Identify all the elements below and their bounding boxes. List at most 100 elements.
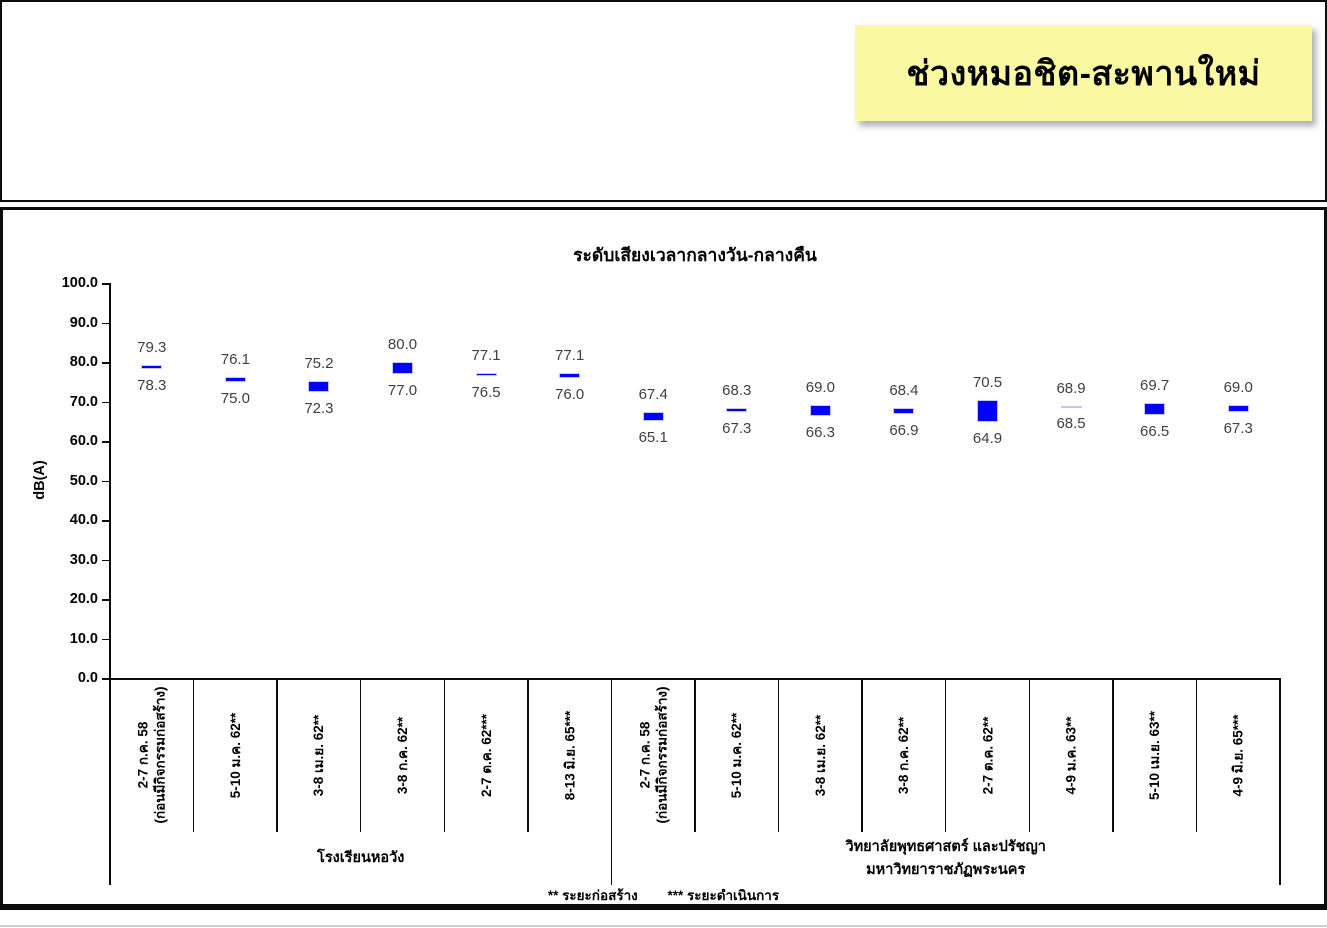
range-bar (1144, 402, 1166, 416)
category-divider-line (694, 678, 696, 832)
section-banner: ช่วงหมอชิต-สะพานใหม่ (855, 25, 1312, 121)
range-bar (893, 407, 915, 414)
range-bar (977, 399, 998, 422)
range-bar (392, 362, 413, 374)
category-label: 8-13 มิ.ย. 65*** (562, 710, 578, 800)
y-tick-label: 70.0 (69, 393, 98, 410)
range-bar (1227, 405, 1249, 413)
category-label-cell: 2-7 ต.ค. 62*** (444, 680, 528, 830)
range-bar (559, 373, 581, 378)
min-value-label: 76.5 (471, 383, 501, 401)
min-value-label: 64.9 (972, 429, 1003, 447)
y-tick-mark (102, 638, 110, 640)
category-label: 3-8 ก.ค. 62** (394, 716, 410, 794)
max-value-label: 69.7 (1140, 376, 1170, 394)
category-label: 4-9 ม.ค. 63** (1063, 716, 1079, 794)
section-banner-text: ช่วงหมอชิต-สะพานใหม่ (906, 55, 1261, 93)
y-tick-mark (102, 283, 110, 285)
y-tick-label: 20.0 (69, 591, 98, 607)
y-tick-mark (102, 362, 110, 364)
min-value-label: 65.1 (638, 428, 668, 446)
y-tick-label: 30.0 (69, 551, 98, 568)
chart-title: ระดับเสียงเวลากลางวัน-กลางคืน (573, 245, 817, 265)
range-bar (141, 364, 163, 369)
max-value-label: 68.4 (889, 381, 919, 399)
category-label: 2-7 ก.ค. 58 (ก่อนมีกิจกรรมก่อสร้าง) (637, 686, 670, 824)
group-label-line: โรงเรียนหอวัง (317, 850, 405, 866)
y-tick-mark (102, 599, 110, 601)
group-label-line: วิทยาลัยพุทธศาสตร์ และปรัชญา (845, 838, 1046, 855)
y-tick-mark (102, 520, 110, 522)
category-label: 4-9 มิ.ย. 65*** (1230, 713, 1246, 797)
max-value-label: 79.3 (137, 338, 167, 356)
y-tick-mark (102, 480, 110, 482)
category-label-cell: 2-7 ก.ค. 58 (ก่อนมีกิจกรรมก่อสร้าง) (110, 680, 194, 830)
category-label: 5-10 เม.ย. 63** (1147, 710, 1163, 800)
category-label: 3-8 ก.ค. 62** (896, 716, 912, 794)
y-tick-mark (102, 559, 110, 561)
group-divider-line (610, 678, 613, 885)
y-tick-label: 50.0 (69, 472, 98, 489)
category-label: 3-8 เม.ย. 62** (812, 714, 828, 796)
category-label-cell: 4-9 ม.ค. 63** (1029, 680, 1113, 830)
range-bar (809, 405, 831, 417)
category-label: 5-10 ม.ค. 62** (729, 712, 745, 798)
y-tick-mark (102, 441, 110, 443)
max-value-label: 69.0 (805, 379, 835, 397)
y-tick-label: 90.0 (69, 314, 98, 331)
group-label-cell: โรงเรียนหอวัง (110, 832, 611, 885)
footnote-construction-phase: ** ระยะก่อสร้าง (547, 888, 638, 903)
max-value-label: 77.1 (471, 347, 501, 365)
group-divider-line (109, 678, 111, 885)
max-value-label: 70.5 (972, 373, 1003, 391)
min-value-label: 78.3 (137, 376, 167, 394)
category-label: 2-7 ต.ค. 62*** (478, 713, 494, 797)
y-tick-label: 80.0 (69, 354, 98, 370)
max-value-label: 77.1 (555, 347, 585, 365)
category-divider-line (276, 678, 278, 832)
category-label-cell: 3-8 ก.ค. 62** (361, 680, 445, 830)
range-bar (1060, 405, 1082, 409)
y-tick-label: 40.0 (69, 512, 98, 528)
category-divider-line (944, 678, 947, 832)
category-divider-line (777, 678, 780, 832)
min-value-label: 67.3 (722, 420, 752, 438)
min-value-label: 66.9 (889, 421, 919, 439)
min-value-label: 67.3 (1223, 420, 1253, 438)
category-label-cell: 3-8 เม.ย. 62** (779, 680, 863, 830)
footnote-operation-phase: *** ระยะดำเนินการ (667, 888, 780, 903)
min-value-label: 76.0 (555, 385, 585, 403)
category-divider-line (443, 678, 446, 832)
max-value-label: 69.0 (1223, 379, 1253, 397)
group-label-cell: วิทยาลัยพุทธศาสตร์ และปรัชญา มหาวิทยาราชภ… (611, 832, 1280, 885)
min-value-label: 77.0 (387, 381, 418, 399)
min-value-label: 66.3 (805, 424, 835, 442)
max-value-label: 68.3 (722, 382, 752, 400)
y-tick-label: 60.0 (69, 433, 98, 449)
range-bar (224, 377, 246, 382)
y-tick-mark (102, 401, 110, 403)
max-value-label: 80.0 (387, 336, 418, 353)
category-label-cell: 5-10 ม.ค. 62** (194, 680, 278, 830)
category-label-cell: 4-9 มิ.ย. 65*** (1196, 680, 1280, 830)
range-bar (726, 408, 748, 413)
max-value-label: 75.2 (304, 354, 334, 372)
category-divider-line (1028, 678, 1031, 832)
category-label-cell: 2-7 ก.ค. 58 (ก่อนมีกิจกรรมก่อสร้าง) (611, 680, 695, 830)
category-label-cell: 8-13 มิ.ย. 65*** (528, 680, 612, 830)
category-label: 2-7 ต.ค. 62** (979, 716, 995, 794)
bottom-hairline (0, 925, 1327, 927)
min-value-label: 75.0 (220, 389, 250, 407)
y-tick-label: 100.0 (61, 275, 98, 291)
category-label-cell: 5-10 เม.ย. 63** (1113, 680, 1197, 830)
range-bar (308, 380, 330, 393)
category-divider-line (192, 678, 195, 832)
range-bar (642, 411, 664, 421)
category-divider-line (359, 678, 362, 832)
max-value-label: 76.1 (220, 351, 250, 369)
footnote: ** ระยะก่อสร้าง *** ระยะดำเนินการ (3, 884, 1324, 906)
range-bar (475, 373, 497, 376)
category-label: 3-8 เม.ย. 62** (311, 714, 327, 796)
y-tick-mark (102, 322, 110, 324)
